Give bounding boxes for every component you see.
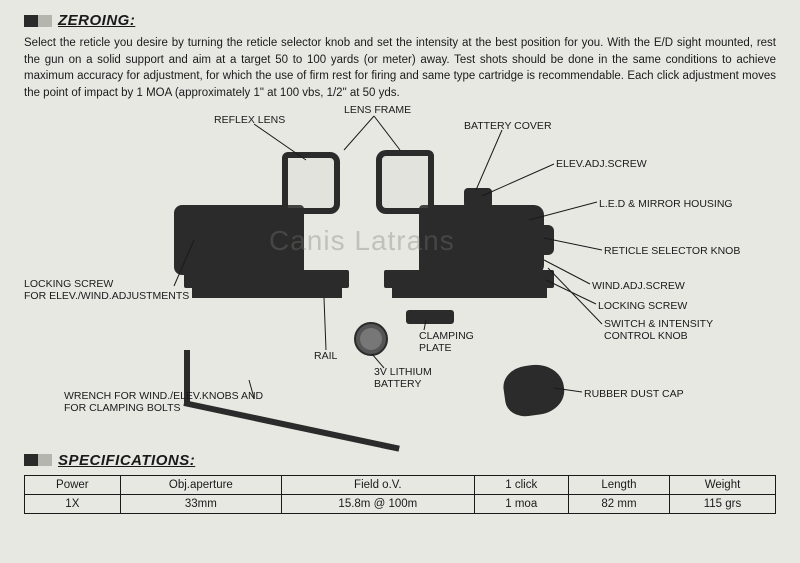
label-wrench: WRENCH FOR WIND./ELEV.KNOBS AND FOR CLAM… [64, 390, 263, 414]
zeroing-body: Select the reticle you desire by turning… [24, 35, 776, 102]
label-wind-adj: WIND.ADJ.SCREW [592, 280, 685, 292]
parts-diagram: Canis Latrans REFLEX LENS LENS FRAME BAT… [24, 110, 776, 450]
spec-header: Field o.V. [282, 475, 475, 494]
spec-header: Obj.aperture [120, 475, 281, 494]
label-clamping-plate: CLAMPING PLATE [419, 330, 474, 354]
zeroing-title: ZEROING: [58, 12, 135, 29]
label-rubber-cap: RUBBER DUST CAP [584, 388, 684, 400]
table-row: 1X 33mm 15.8m @ 100m 1 moa 82 mm 115 grs [25, 494, 776, 513]
label-battery: 3V LITHIUM BATTERY [374, 366, 432, 390]
spec-cell: 1 moa [474, 494, 568, 513]
label-reflex-lens: REFLEX LENS [214, 114, 285, 126]
header-bars-2 [24, 454, 52, 466]
table-row: Power Obj.aperture Field o.V. 1 click Le… [25, 475, 776, 494]
spec-cell: 33mm [120, 494, 281, 513]
spec-cell: 82 mm [568, 494, 669, 513]
label-locking-screw-left: LOCKING SCREW FOR ELEV./WIND.ADJUSTMENTS [24, 278, 189, 302]
label-led-mirror: L.E.D & MIRROR HOUSING [599, 198, 733, 210]
header-bars [24, 15, 52, 27]
spec-header: 1 click [474, 475, 568, 494]
label-battery-cover: BATTERY COVER [464, 120, 552, 132]
spec-cell: 15.8m @ 100m [282, 494, 475, 513]
spec-header: Power [25, 475, 121, 494]
label-reticle-knob: RETICLE SELECTOR KNOB [604, 245, 740, 257]
spec-cell: 1X [25, 494, 121, 513]
specs-title: SPECIFICATIONS: [58, 452, 195, 469]
spec-cell: 115 grs [670, 494, 776, 513]
spec-header: Weight [670, 475, 776, 494]
label-elev-adj: ELEV.ADJ.SCREW [556, 158, 647, 170]
spec-table: Power Obj.aperture Field o.V. 1 click Le… [24, 475, 776, 514]
label-locking-screw-right: LOCKING SCREW [598, 300, 687, 312]
specs-header: SPECIFICATIONS: [24, 452, 776, 469]
label-switch-intensity: SWITCH & INTENSITY CONTROL KNOB [604, 318, 713, 342]
label-lens-frame: LENS FRAME [344, 104, 411, 116]
zeroing-header: ZEROING: [24, 12, 776, 29]
label-rail: RAIL [314, 350, 337, 362]
spec-header: Length [568, 475, 669, 494]
